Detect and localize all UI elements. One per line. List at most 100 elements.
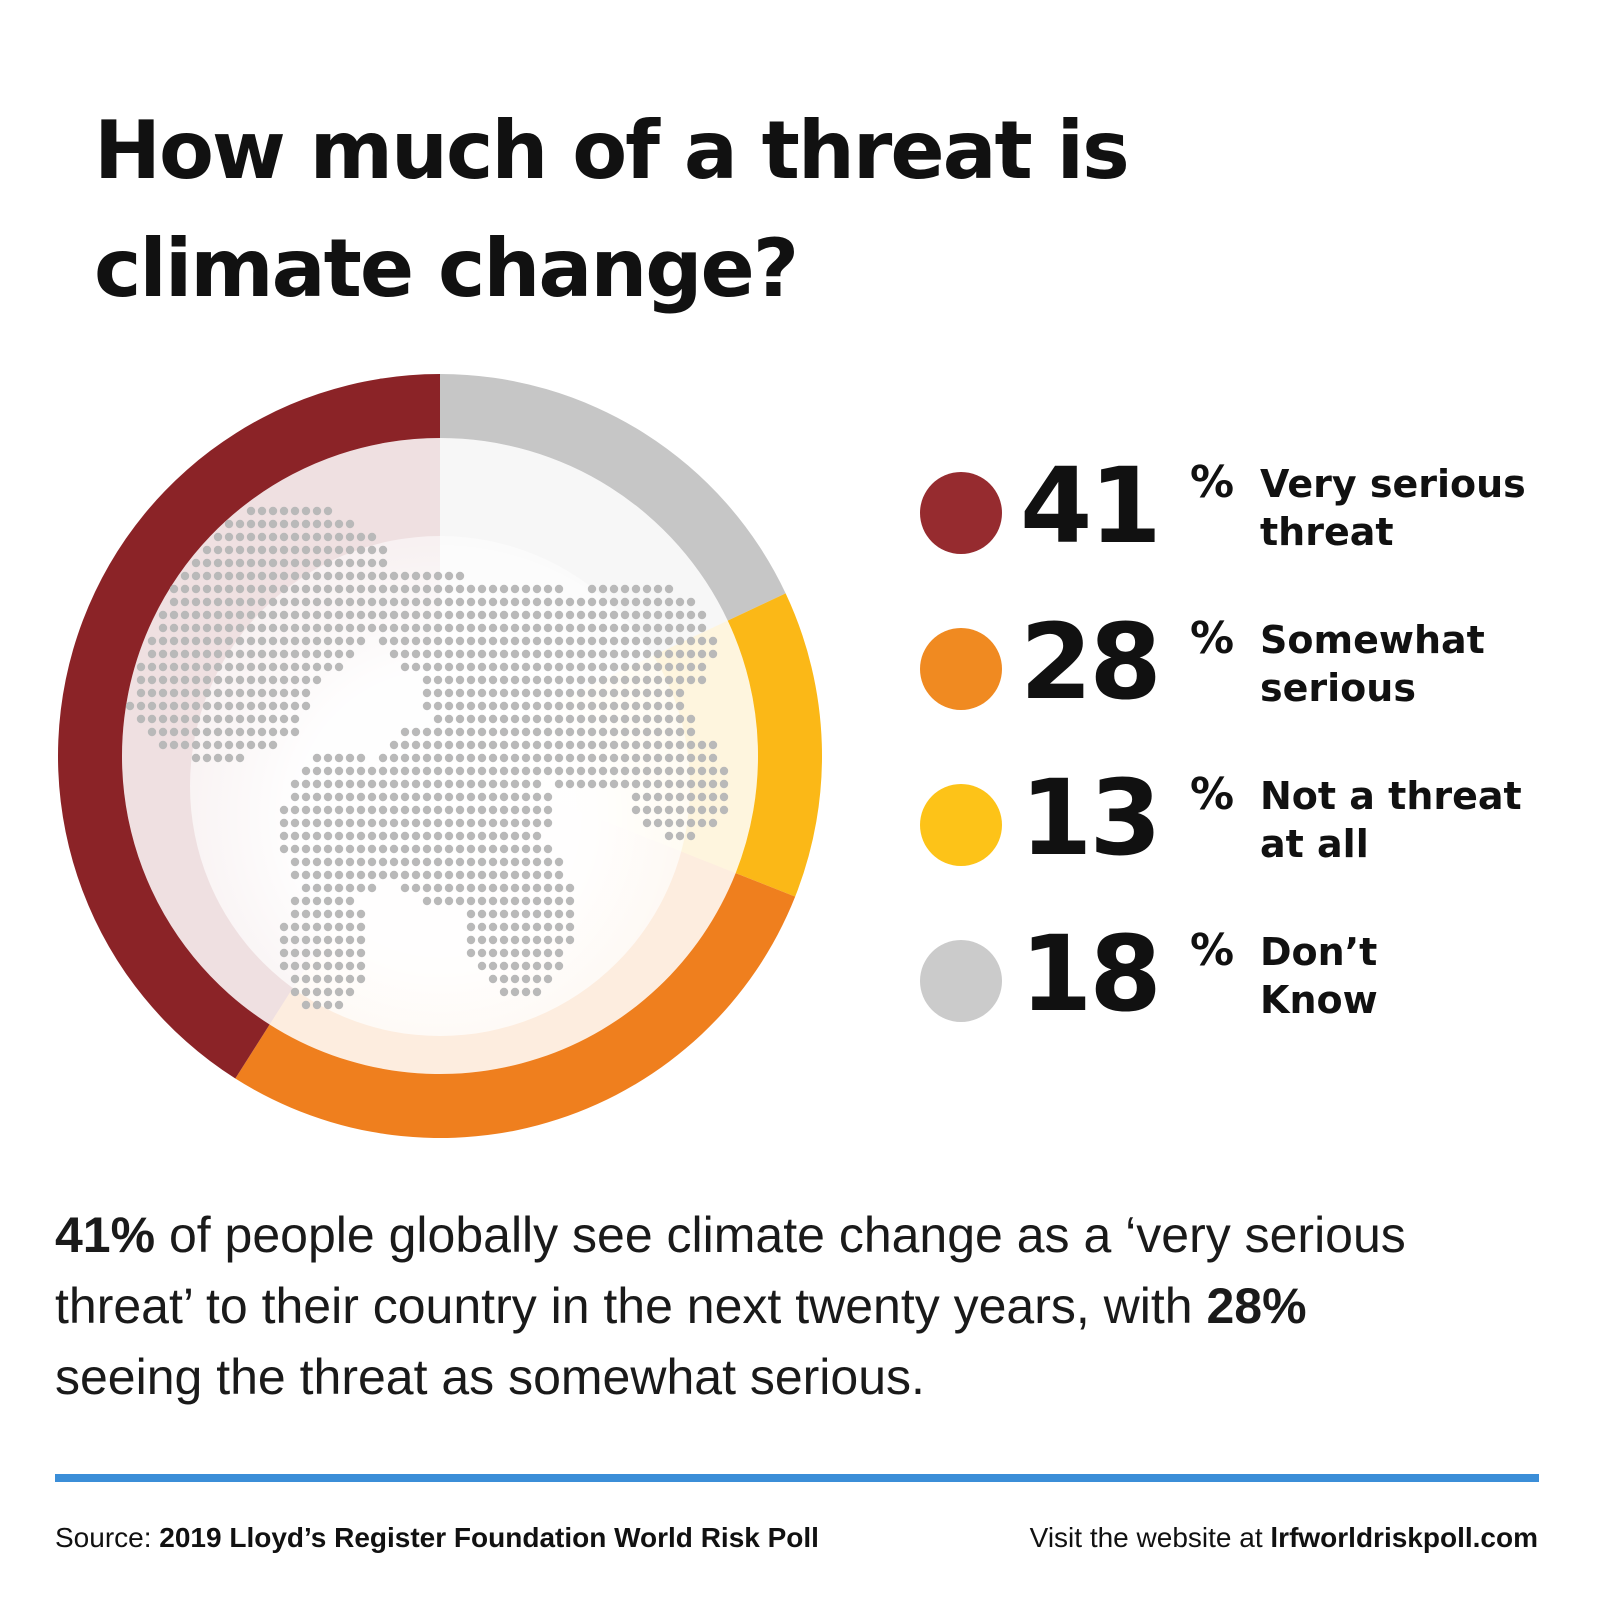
globe-dot [532,961,542,971]
globe-dot [488,675,498,685]
globe-dot [334,558,344,568]
globe-dot [422,675,432,685]
globe-dot [543,688,553,698]
globe-dot [664,688,674,698]
globe-dot [664,584,674,594]
globe-dot [587,649,597,659]
globe-dot [279,662,289,672]
globe-dot [510,727,520,737]
globe-dot [345,948,355,958]
globe-dot [510,584,520,594]
website-link[interactable]: lrfworldriskpoll.com [1270,1522,1538,1553]
globe-dot [499,597,509,607]
globe-dot [532,701,542,711]
globe-dot [543,935,553,945]
globe-dot [675,792,685,802]
page-title: How much of a threat is climate change? [94,92,1194,328]
globe-dot [389,740,399,750]
globe-dot [400,857,410,867]
globe-dot [389,597,399,607]
globe-dot [477,792,487,802]
globe-dot [323,636,333,646]
globe-dot [554,883,564,893]
globe-dot [620,779,630,789]
globe-dot [598,714,608,724]
globe-dot [488,779,498,789]
globe-dot [433,792,443,802]
globe-dot [455,571,465,581]
globe-dot [565,649,575,659]
website-prefix: Visit the website at [1029,1522,1271,1553]
globe-dot [334,766,344,776]
website-note[interactable]: Visit the website at lrfworldriskpoll.co… [1030,1520,1538,1556]
globe-dot [631,779,641,789]
globe-dot [675,766,685,776]
globe-dot [169,675,179,685]
globe-dot [521,766,531,776]
globe-dot [279,701,289,711]
globe-dot [477,844,487,854]
globe-dot [554,688,564,698]
globe-dot [521,688,531,698]
legend-swatch [920,472,1002,554]
globe-dot [235,740,245,750]
globe-dot [708,792,718,802]
globe-dot [345,597,355,607]
globe-dot [389,831,399,841]
globe-dot [191,753,201,763]
globe-dot [323,506,333,516]
globe-dot [213,740,223,750]
globe-dot [444,753,454,763]
globe-dot [323,857,333,867]
globe-dot [290,792,300,802]
globe-dot [257,662,267,672]
globe-dot [356,766,366,776]
globe-dot [224,753,234,763]
globe-dot [455,857,465,867]
globe-dot [587,597,597,607]
globe-dot [433,610,443,620]
globe-dot [697,675,707,685]
globe-dot [609,701,619,711]
globe-dot [301,792,311,802]
globe-dot [334,805,344,815]
globe-dot [609,740,619,750]
globe-dot [488,649,498,659]
globe-dot [510,961,520,971]
globe-dot [521,935,531,945]
globe-dot [543,610,553,620]
globe-dot [334,584,344,594]
globe-dot [554,948,564,958]
globe-dot [675,688,685,698]
globe-dot [213,701,223,711]
globe-dot [510,714,520,724]
globe-dot [257,532,267,542]
globe-dot [664,818,674,828]
globe-dot [433,701,443,711]
globe-dot [477,688,487,698]
globe-dot [675,831,685,841]
globe-dot [642,675,652,685]
globe-dot [312,558,322,568]
globe-dot [202,714,212,724]
globe-dot [323,779,333,789]
globe-dot [554,584,564,594]
globe-dot [202,558,212,568]
globe-dot [257,545,267,555]
globe-dot [565,636,575,646]
globe-dot [224,597,234,607]
globe-dot [466,649,476,659]
globe-dot [290,727,300,737]
globe-dot [169,662,179,672]
globe-dot [345,636,355,646]
globe-dot [334,831,344,841]
globe-dot [455,896,465,906]
globe-dot [345,987,355,997]
globe-dot [719,766,729,776]
globe-dot [488,935,498,945]
globe-dot [422,870,432,880]
globe-dot [213,636,223,646]
globe-dot [290,844,300,854]
globe-dot [620,714,630,724]
globe-dot [334,636,344,646]
